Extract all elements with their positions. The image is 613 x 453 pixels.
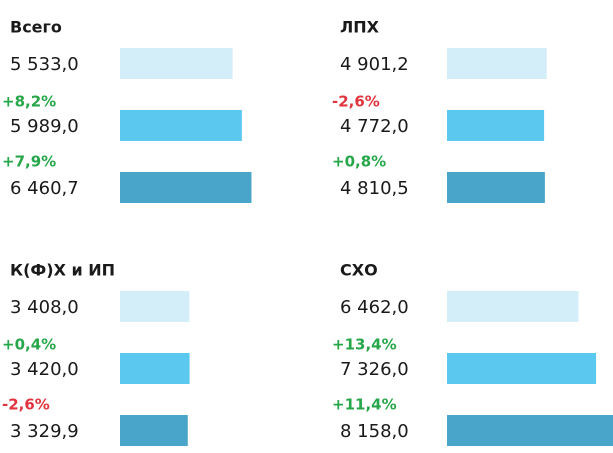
change-label: -2,6% <box>332 93 380 111</box>
bar <box>447 353 597 384</box>
panel-title: Всего <box>10 18 62 37</box>
value-label: 4 810,5 <box>340 178 409 199</box>
value-label: 5 989,0 <box>10 116 79 137</box>
value-label: 3 420,0 <box>10 359 79 380</box>
bar <box>120 353 190 384</box>
change-label: +8,2% <box>2 93 56 111</box>
bar <box>120 291 190 322</box>
bar <box>447 48 547 79</box>
value-label: 3 329,9 <box>10 421 79 442</box>
value-label: 5 533,0 <box>10 54 79 75</box>
panel-title: ЛПХ <box>340 18 380 37</box>
change-label: +0,4% <box>2 336 56 354</box>
value-label: 7 326,0 <box>340 359 409 380</box>
bar <box>120 110 242 141</box>
panel-title: К(Ф)Х и ИП <box>10 261 115 280</box>
value-label: 4 772,0 <box>340 116 409 137</box>
bar <box>120 48 233 79</box>
bar <box>447 291 579 322</box>
change-label: +11,4% <box>332 396 397 414</box>
panel-title: СХО <box>340 261 378 280</box>
value-label: 3 408,0 <box>10 297 79 318</box>
value-label: 4 901,2 <box>340 54 409 75</box>
change-label: +13,4% <box>332 336 397 354</box>
value-label: 6 462,0 <box>340 297 409 318</box>
change-label: +0,8% <box>332 153 386 171</box>
value-label: 8 158,0 <box>340 421 409 442</box>
bar <box>447 415 613 446</box>
bar <box>120 172 252 203</box>
change-label: +7,9% <box>2 153 56 171</box>
change-label: -2,6% <box>2 396 50 414</box>
bar <box>447 110 545 141</box>
bar <box>120 415 188 446</box>
value-label: 6 460,7 <box>10 178 79 199</box>
bar <box>447 172 545 203</box>
